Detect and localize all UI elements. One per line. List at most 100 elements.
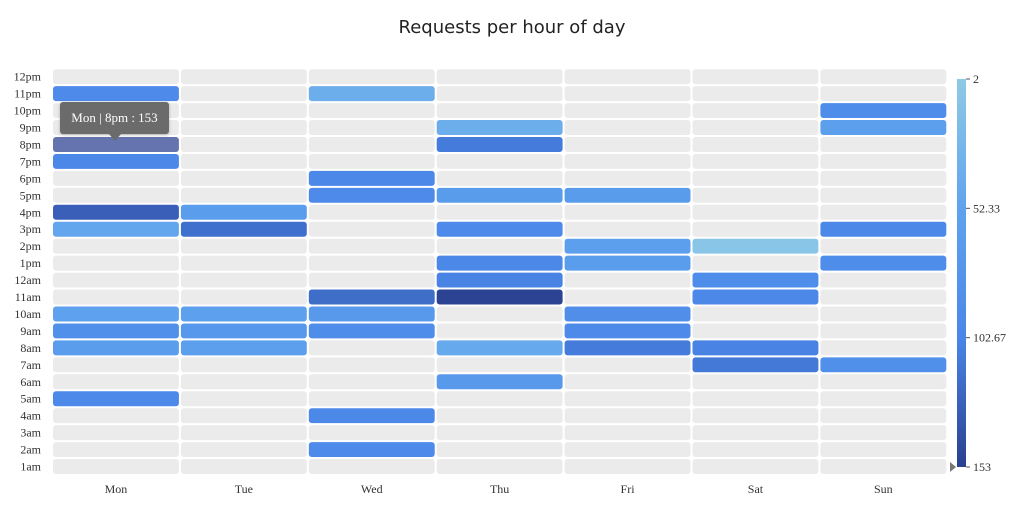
heatmap-cell[interactable] [308, 86, 435, 102]
heatmap-cell-empty[interactable] [308, 459, 435, 474]
heatmap-cell[interactable] [180, 340, 307, 356]
heatmap-cell-empty[interactable] [564, 153, 691, 169]
heatmap-cell[interactable] [180, 323, 307, 339]
heatmap-cell-empty[interactable] [692, 221, 819, 237]
heatmap-cell-empty[interactable] [692, 153, 819, 169]
heatmap-cell-empty[interactable] [308, 221, 435, 237]
heatmap-cell-empty[interactable] [436, 204, 563, 220]
heatmap-cell[interactable] [308, 408, 435, 424]
heatmap-cell-empty[interactable] [820, 272, 947, 288]
heatmap-cell-empty[interactable] [308, 153, 435, 169]
heatmap-cell-empty[interactable] [308, 425, 435, 441]
heatmap-cell[interactable] [308, 170, 435, 186]
heatmap-cell-empty[interactable] [53, 408, 179, 424]
heatmap-cell-empty[interactable] [820, 323, 947, 339]
heatmap-cell-empty[interactable] [820, 238, 947, 254]
heatmap-cell-empty[interactable] [180, 255, 307, 271]
heatmap-cell-empty[interactable] [564, 272, 691, 288]
heatmap-cell-empty[interactable] [308, 238, 435, 254]
heatmap-cell[interactable] [308, 187, 435, 203]
heatmap-cell-empty[interactable] [180, 459, 307, 474]
heatmap-cell[interactable] [436, 340, 563, 356]
heatmap-cell[interactable] [820, 255, 947, 271]
heatmap-cell-empty[interactable] [436, 442, 563, 458]
heatmap-cell[interactable] [308, 306, 435, 322]
heatmap-cell-empty[interactable] [564, 442, 691, 458]
heatmap-cell[interactable] [564, 306, 691, 322]
heatmap-cell-empty[interactable] [180, 120, 307, 135]
heatmap-cell-empty[interactable] [692, 187, 819, 203]
heatmap-cell[interactable] [564, 340, 691, 356]
heatmap-cell-empty[interactable] [53, 255, 179, 271]
heatmap-cell-empty[interactable] [820, 187, 947, 203]
heatmap-cell[interactable] [308, 323, 435, 339]
heatmap-cell[interactable] [53, 391, 179, 407]
heatmap-cell[interactable] [692, 238, 819, 254]
heatmap-cell-empty[interactable] [820, 459, 947, 474]
heatmap-cell-empty[interactable] [436, 86, 563, 102]
heatmap-cell-empty[interactable] [180, 103, 307, 119]
heatmap-cell-empty[interactable] [436, 170, 563, 186]
heatmap-cell-empty[interactable] [820, 204, 947, 220]
heatmap-cell[interactable] [564, 255, 691, 271]
heatmap-cell-empty[interactable] [180, 442, 307, 458]
heatmap-cell-empty[interactable] [53, 187, 179, 203]
heatmap-cell-empty[interactable] [564, 103, 691, 119]
heatmap-cell-empty[interactable] [53, 289, 179, 305]
heatmap-cell-empty[interactable] [308, 357, 435, 373]
heatmap-cell[interactable] [820, 120, 947, 135]
heatmap-cell-empty[interactable] [180, 391, 307, 407]
heatmap-cell-empty[interactable] [180, 153, 307, 169]
heatmap-cell-empty[interactable] [564, 221, 691, 237]
heatmap-cell-empty[interactable] [820, 137, 947, 152]
heatmap-cell-empty[interactable] [436, 357, 563, 373]
heatmap-cell[interactable] [692, 357, 819, 373]
heatmap-cell-empty[interactable] [308, 340, 435, 356]
heatmap-cell-empty[interactable] [308, 272, 435, 288]
heatmap-cell-empty[interactable] [692, 137, 819, 152]
heatmap-cell-empty[interactable] [820, 86, 947, 102]
heatmap-cell-empty[interactable] [53, 238, 179, 254]
heatmap-cell-empty[interactable] [820, 408, 947, 424]
heatmap-cell[interactable] [53, 204, 179, 220]
heatmap-cell-empty[interactable] [53, 425, 179, 441]
heatmap-cell-empty[interactable] [564, 425, 691, 441]
heatmap-cell-empty[interactable] [53, 170, 179, 186]
heatmap-cell-empty[interactable] [564, 391, 691, 407]
heatmap-cell-empty[interactable] [436, 238, 563, 254]
heatmap-cell-empty[interactable] [180, 137, 307, 152]
heatmap-cell-empty[interactable] [308, 137, 435, 152]
heatmap-cell-empty[interactable] [692, 103, 819, 119]
heatmap-cell-empty[interactable] [180, 357, 307, 373]
heatmap-cell-empty[interactable] [564, 289, 691, 305]
heatmap-cell-empty[interactable] [564, 120, 691, 135]
heatmap-cell-empty[interactable] [436, 408, 563, 424]
heatmap-cell-empty[interactable] [820, 340, 947, 356]
heatmap-cell-empty[interactable] [820, 289, 947, 305]
heatmap-cell[interactable] [180, 221, 307, 237]
heatmap-cell-empty[interactable] [53, 272, 179, 288]
heatmap-cell-empty[interactable] [180, 374, 307, 390]
heatmap-cell-empty[interactable] [564, 408, 691, 424]
heatmap-cell[interactable] [308, 289, 435, 305]
heatmap-cell-empty[interactable] [53, 374, 179, 390]
heatmap-cell-empty[interactable] [692, 391, 819, 407]
heatmap-cell[interactable] [436, 255, 563, 271]
heatmap-cell-empty[interactable] [692, 442, 819, 458]
heatmap-cell-empty[interactable] [53, 459, 179, 474]
heatmap-cell-empty[interactable] [820, 425, 947, 441]
heatmap-cell-empty[interactable] [692, 69, 819, 85]
heatmap-cell[interactable] [53, 153, 179, 169]
heatmap-cell-empty[interactable] [308, 103, 435, 119]
heatmap-cell-empty[interactable] [692, 459, 819, 474]
heatmap-cell[interactable] [53, 323, 179, 339]
heatmap-cell-empty[interactable] [436, 69, 563, 85]
heatmap-cell-empty[interactable] [820, 391, 947, 407]
heatmap-cell-empty[interactable] [308, 120, 435, 135]
heatmap-cell-empty[interactable] [53, 442, 179, 458]
heatmap-cell-empty[interactable] [692, 255, 819, 271]
heatmap-cell[interactable] [308, 442, 435, 458]
heatmap-cell-empty[interactable] [308, 374, 435, 390]
heatmap-cell[interactable] [436, 289, 563, 305]
heatmap-cell[interactable] [180, 306, 307, 322]
